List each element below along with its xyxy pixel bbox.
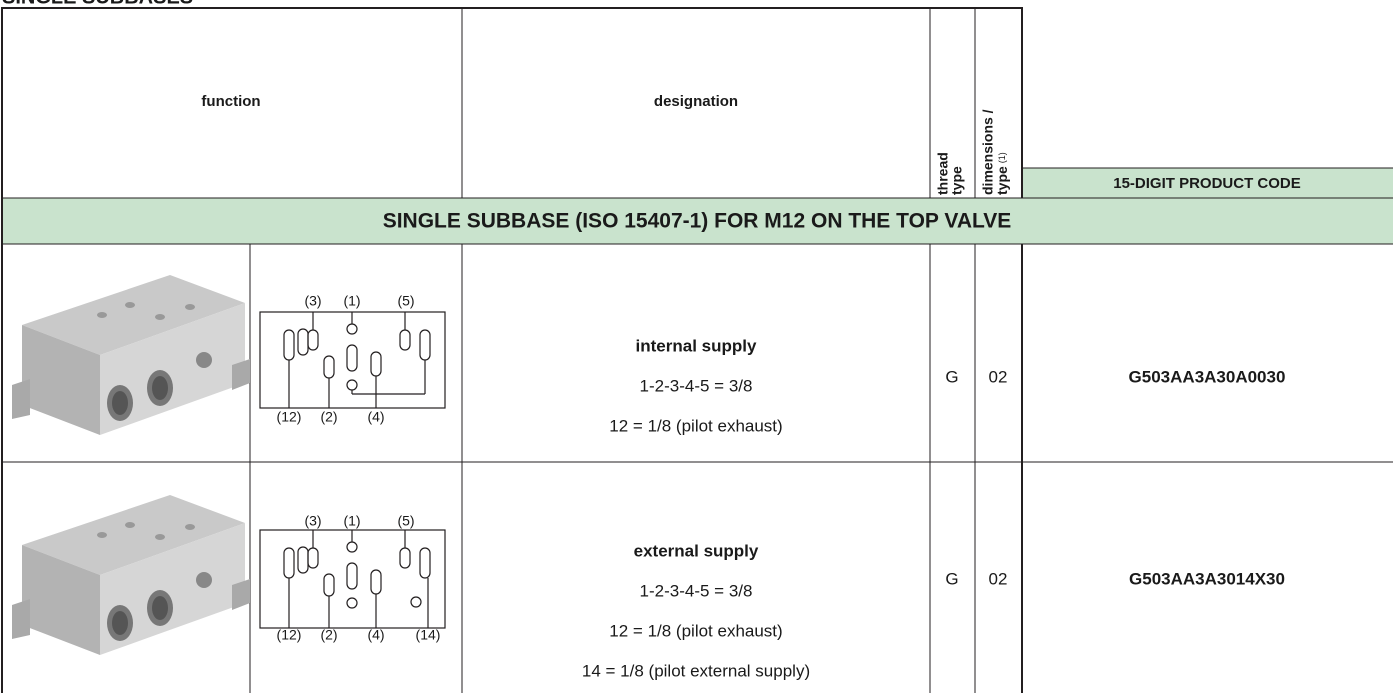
designation-line: 12 = 1/8 (pilot exhaust) (609, 416, 782, 435)
port-label: (14) (416, 627, 441, 643)
thread: G (945, 367, 958, 386)
page: SINGLE SUBBASES function designation thr… (0, 0, 1393, 693)
designation-line: 1-2-3-4-5 = 3/8 (640, 376, 753, 395)
col-header: function (201, 93, 260, 110)
col-header: designation (654, 93, 738, 110)
port-label: (3) (304, 293, 321, 309)
designation-line: 1-2-3-4-5 = 3/8 (640, 581, 753, 600)
symbol-port (347, 345, 357, 371)
symbol-port (420, 548, 430, 578)
symbol-port (347, 380, 357, 390)
dimensions: 02 (989, 569, 1008, 588)
port-label: (4) (367, 409, 384, 425)
designation-title: external supply (634, 541, 759, 560)
pneumatic-symbol: (3) (1) (5) (12) (2) (4) (14) (260, 513, 445, 643)
port-label: (1) (343, 513, 360, 529)
port-label: (12) (277, 409, 302, 425)
col-header: type (949, 166, 965, 195)
symbol-port (324, 356, 334, 378)
thread: G (945, 569, 958, 588)
symbol-port (308, 330, 318, 350)
product-code: G503AA3A30A0030 (1129, 367, 1286, 386)
port-label: (4) (367, 627, 384, 643)
symbol-port (420, 330, 430, 360)
dimensions: 02 (989, 367, 1008, 386)
port-label: (12) (277, 627, 302, 643)
port-label: (5) (397, 513, 414, 529)
symbol-port (324, 574, 334, 596)
symbol-port (347, 542, 357, 552)
symbol-port (400, 548, 410, 568)
product-photo (12, 495, 250, 655)
symbol-port (284, 548, 294, 578)
port-label: (3) (304, 513, 321, 529)
symbol-port (371, 570, 381, 594)
col-header: type (1) (994, 152, 1010, 195)
symbol-port (284, 330, 294, 360)
symbol-port (298, 329, 308, 355)
symbol-port (298, 547, 308, 573)
port-label: (5) (397, 293, 414, 309)
symbol-port (308, 548, 318, 568)
product-code: G503AA3A3014X30 (1129, 569, 1285, 588)
designation-line: 14 = 1/8 (pilot external supply) (582, 661, 810, 680)
product-photo (12, 275, 250, 435)
designation-title: internal supply (636, 336, 757, 355)
footnote-ref: (1) (997, 152, 1007, 163)
symbol-port (400, 330, 410, 350)
symbol-frame (260, 530, 445, 628)
col-header: 15-DIGIT PRODUCT CODE (1113, 175, 1301, 192)
designation-line: 12 = 1/8 (pilot exhaust) (609, 621, 782, 640)
symbol-port (347, 324, 357, 334)
col-header: type (994, 166, 1010, 195)
port-label: (2) (320, 627, 337, 643)
symbol-port (371, 352, 381, 376)
port-label: (1) (343, 293, 360, 309)
pneumatic-symbol: (3) (1) (5) (12) (2) (4) (260, 293, 445, 425)
symbol-port (411, 597, 421, 607)
symbol-port (347, 563, 357, 589)
symbol-port (347, 598, 357, 608)
port-label: (2) (320, 409, 337, 425)
section-title: SINGLE SUBBASE (ISO 15407-1) FOR M12 ON … (383, 210, 1012, 233)
